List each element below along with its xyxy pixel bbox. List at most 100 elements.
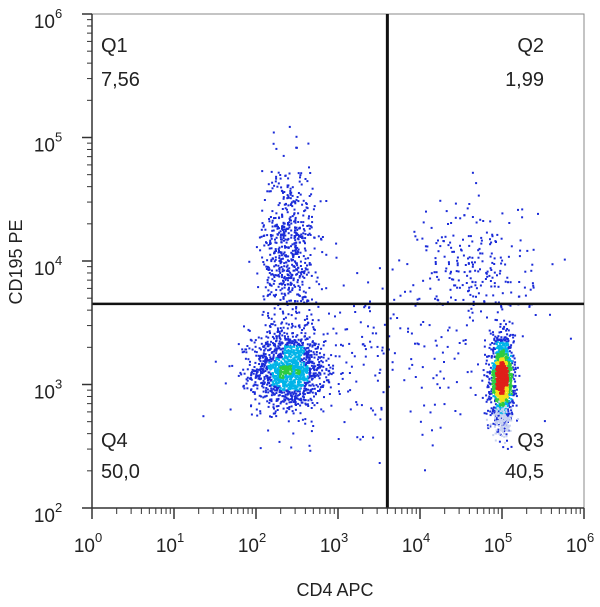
event-dot <box>311 319 314 322</box>
event-dot <box>264 355 267 358</box>
event-dot <box>279 261 282 263</box>
event-dot <box>259 370 262 373</box>
event-dot <box>353 355 356 358</box>
event-dot <box>399 327 402 330</box>
event-dot <box>294 388 297 391</box>
event-dot <box>337 438 340 440</box>
event-dot <box>300 300 303 303</box>
event-dot <box>452 234 455 237</box>
event-dot <box>288 224 291 227</box>
event-dot <box>389 317 392 320</box>
event-dot <box>293 391 296 394</box>
event-dot <box>303 399 306 402</box>
event-dot <box>298 387 301 390</box>
event-dot <box>510 390 513 393</box>
event-dot <box>458 342 461 344</box>
event-dot <box>303 276 306 279</box>
event-dot <box>504 416 507 419</box>
event-dot <box>278 363 281 366</box>
event-dot <box>273 250 276 253</box>
event-dot <box>302 370 305 373</box>
event-dot <box>304 233 307 236</box>
event-dot <box>292 371 294 374</box>
event-dot <box>294 403 297 406</box>
event-dot <box>296 375 299 378</box>
event-dot <box>317 390 319 392</box>
event-dot <box>494 412 497 415</box>
event-dot <box>506 391 509 394</box>
event-dot <box>298 275 301 277</box>
event-dot <box>307 322 310 324</box>
event-dot <box>273 337 275 340</box>
event-dot <box>296 344 299 346</box>
event-dot <box>291 354 294 357</box>
event-dot <box>351 351 354 354</box>
event-dot <box>508 346 511 349</box>
event-dot <box>275 358 278 361</box>
event-dot <box>508 320 511 323</box>
event-dot <box>492 349 494 352</box>
event-dot <box>495 394 498 397</box>
event-dot <box>283 363 286 366</box>
event-dot <box>293 390 296 393</box>
event-dot <box>301 383 304 386</box>
event-dot <box>273 252 275 255</box>
event-dot <box>491 410 494 413</box>
event-dot <box>503 420 506 423</box>
event-dot <box>268 361 271 364</box>
event-dot <box>269 357 272 360</box>
event-dot <box>286 264 289 267</box>
event-dot <box>512 341 515 344</box>
event-dot <box>286 238 289 241</box>
event-dot <box>296 361 299 364</box>
event-dot <box>487 409 489 412</box>
event-dot <box>510 360 513 362</box>
event-dot <box>515 388 518 391</box>
event-dot <box>498 272 501 275</box>
event-dot <box>513 392 516 395</box>
event-dot <box>285 345 288 348</box>
event-dot <box>471 281 474 284</box>
event-dot <box>311 383 314 386</box>
event-dot <box>499 410 502 413</box>
event-dot <box>310 399 313 402</box>
event-dot <box>277 329 279 332</box>
event-dot <box>515 392 518 395</box>
event-dot <box>375 332 378 335</box>
event-dot <box>322 344 325 347</box>
event-dot <box>290 348 293 351</box>
event-dot <box>303 396 305 399</box>
event-dot <box>469 293 472 296</box>
event-dot <box>506 439 508 442</box>
event-dot <box>260 235 263 238</box>
event-dot <box>263 199 266 201</box>
event-dot <box>262 261 265 263</box>
event-dot <box>472 319 474 322</box>
event-dot <box>250 388 253 391</box>
event-dot <box>306 268 309 271</box>
event-dot <box>408 367 411 370</box>
event-dot <box>288 125 291 128</box>
event-dot <box>529 288 532 291</box>
event-dot <box>311 322 313 325</box>
event-dot <box>508 416 511 419</box>
event-dot <box>284 230 287 233</box>
event-dot <box>277 171 280 174</box>
event-dot <box>483 374 486 377</box>
event-dot <box>294 401 297 404</box>
event-dot <box>276 369 279 372</box>
event-dot <box>315 393 317 396</box>
x-tick-label: 102 <box>238 530 266 557</box>
event-dot <box>280 251 283 254</box>
event-dot <box>496 412 499 415</box>
event-dot <box>495 347 498 350</box>
event-dot <box>498 421 501 424</box>
event-dot <box>304 422 307 425</box>
event-dot <box>275 386 278 389</box>
event-dot <box>273 276 276 278</box>
event-dot <box>454 299 457 301</box>
event-dot <box>269 367 272 370</box>
event-dot <box>283 387 286 390</box>
event-dot <box>278 275 281 278</box>
event-dot <box>456 264 459 267</box>
